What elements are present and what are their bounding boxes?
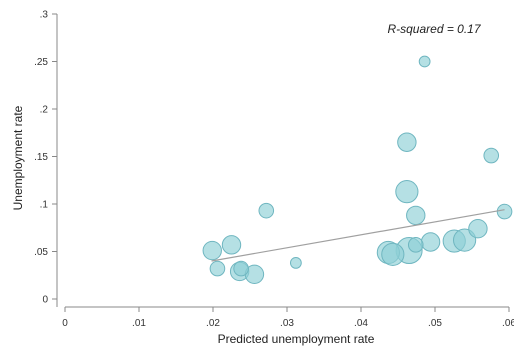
x-tick-label: .05 (428, 318, 442, 329)
data-point (418, 55, 431, 68)
data-point (406, 205, 426, 226)
x-tick-label: .03 (280, 318, 294, 329)
data-point (496, 203, 513, 220)
data-point (397, 132, 417, 152)
x-tick-label: .04 (354, 318, 368, 329)
data-point (289, 257, 302, 269)
y-axis-title: Unemployment rate (11, 105, 25, 210)
data-point (221, 235, 242, 255)
data-point (407, 237, 424, 253)
y-tick-label: .1 (40, 200, 49, 211)
y-tick-label: .3 (40, 10, 49, 21)
y-tick-label: .15 (34, 152, 48, 163)
x-tick-label: 0 (62, 318, 68, 329)
data-point (453, 228, 477, 252)
plot-area: 0 .05 .1 .15 .2 .25 .3 0 .01 .02 .03 .04 .05 .06 (34, 10, 514, 330)
y-tick-label: 0 (42, 295, 48, 306)
r-squared-annotation: R-squared = 0.17 (387, 22, 481, 36)
y-tick-label: .05 (34, 247, 48, 258)
data-point (233, 260, 249, 277)
x-tick-label: .06 (502, 318, 514, 329)
data-point (395, 180, 419, 204)
fit-line (211, 209, 505, 262)
y-tick-label: .25 (34, 57, 48, 68)
x-axis-title: Predicted unemployment rate (218, 332, 375, 346)
data-point (258, 202, 275, 219)
data-point (209, 260, 226, 277)
data-point (202, 240, 222, 261)
data-point (483, 147, 500, 164)
x-tick-label: .02 (206, 318, 220, 329)
data-point (381, 242, 405, 266)
data-point (420, 232, 441, 252)
data-point (468, 219, 488, 239)
x-tick-label: .01 (132, 318, 146, 329)
y-tick-label: .2 (40, 105, 49, 116)
